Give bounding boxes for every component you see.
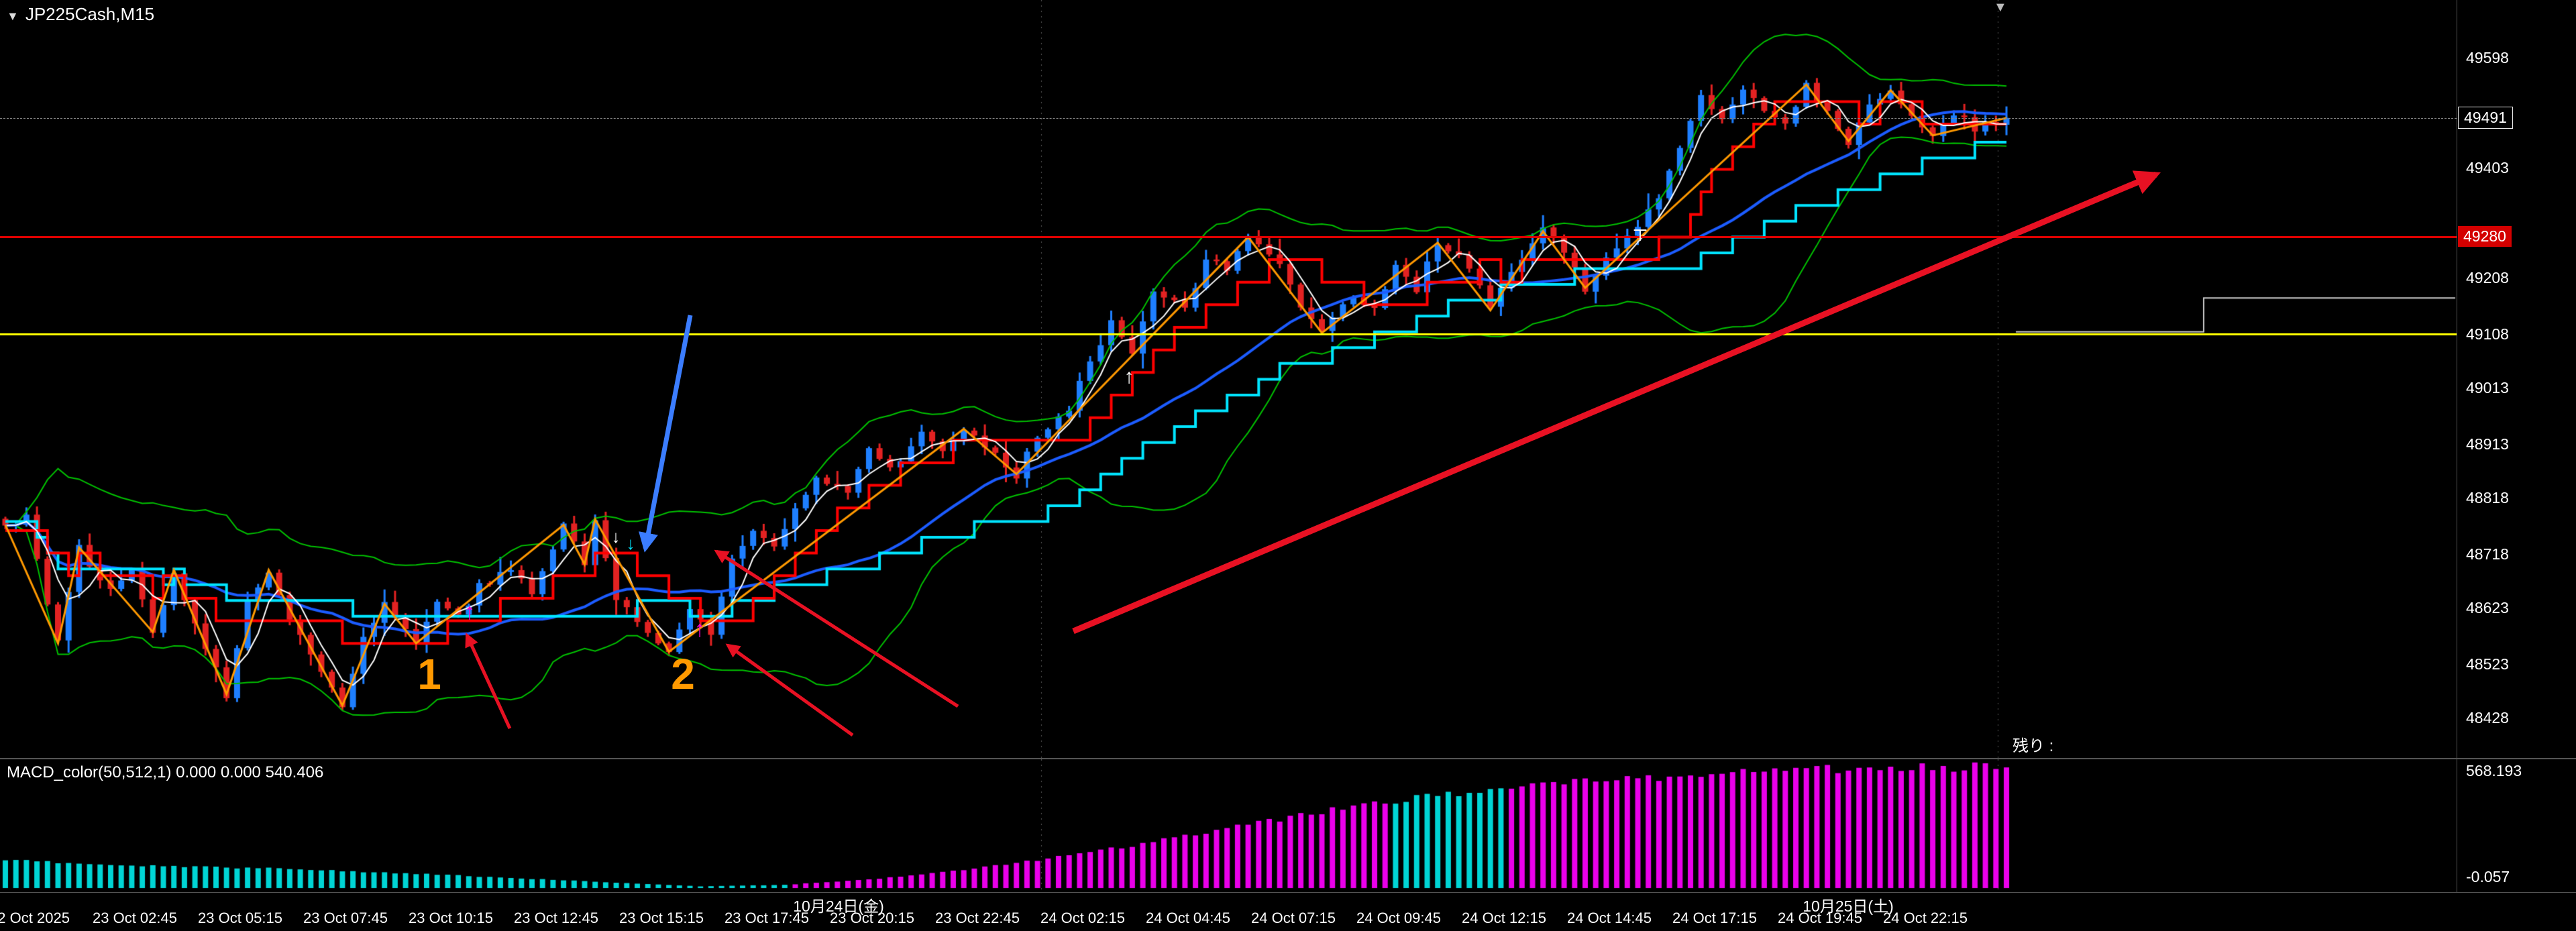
symbol-name: JP225Cash,M15: [25, 4, 155, 24]
remaining-time-label: 残り :: [2012, 737, 2054, 755]
red-line-price-tag: 49280: [2458, 226, 2512, 248]
price-axis-label: 48913: [2466, 435, 2509, 453]
time-axis-label[interactable]: 24 Oct 07:15: [1251, 910, 1336, 926]
yellow-horizontal-line[interactable]: [0, 333, 2457, 335]
time-axis-label[interactable]: 24 Oct 17:15: [1672, 910, 1757, 926]
price-axis-label: 49598: [2466, 48, 2509, 66]
time-axis-label[interactable]: 23 Oct 10:15: [409, 910, 493, 926]
chart-shift-marker-icon[interactable]: ▼: [1994, 0, 2007, 15]
price-axis-label: 49108: [2466, 325, 2509, 343]
buy-signal-arrow-2[interactable]: ↑: [694, 616, 706, 642]
zigzag-label-1[interactable]: 1: [417, 650, 441, 698]
zigzag-label-2[interactable]: 2: [671, 650, 695, 698]
time-axis-label[interactable]: 23 Oct 12:45: [514, 910, 598, 926]
price-axis-label: 48818: [2466, 489, 2509, 507]
time-axis-label[interactable]: 23 Oct 15:15: [619, 910, 704, 926]
exit-arrow-white[interactable]: ↓: [611, 527, 621, 547]
day-separator-label: 10月25日(土): [1803, 897, 1894, 915]
time-axis-label[interactable]: 24 Oct 09:45: [1356, 910, 1441, 926]
price-axis-label: 49013: [2466, 379, 2509, 397]
price-axis-label: 48428: [2466, 709, 2509, 727]
red-horizontal-line[interactable]: [0, 235, 2457, 238]
chevron-down-icon[interactable]: ▼: [7, 9, 19, 23]
current-price-tag: 49491: [2458, 106, 2513, 129]
time-axis-label[interactable]: 24 Oct 02:15: [1040, 910, 1125, 926]
price-chart-canvas[interactable]: [0, 0, 2457, 758]
day-separator-label: 10月24日(金): [793, 897, 884, 915]
symbol-period-label: ▼ JP225Cash,M15: [7, 4, 154, 25]
pane-separator[interactable]: [0, 758, 2576, 759]
time-axis-label[interactable]: 24 Oct 04:45: [1146, 910, 1230, 926]
time-axis-separator: [0, 892, 2576, 893]
macd-scale-max-label: 568.193: [2466, 762, 2522, 779]
time-axis-label[interactable]: 23 Oct 17:45: [724, 910, 809, 926]
time-axis-label[interactable]: 23 Oct 05:15: [198, 910, 282, 926]
price-axis-label: 49403: [2466, 158, 2509, 176]
price-axis-label: 48523: [2466, 655, 2509, 673]
price-axis-label: 49208: [2466, 268, 2509, 286]
time-axis-label[interactable]: 24 Oct 12:15: [1462, 910, 1546, 926]
time-axis-label[interactable]: 24 Oct 19:45: [1778, 910, 1862, 926]
price-axis-label: 48718: [2466, 545, 2509, 563]
bid-price-line: [0, 117, 2457, 119]
trade-marker[interactable]: ┬: [1633, 219, 1647, 239]
buy-signal-arrow-3[interactable]: ↑: [1124, 366, 1134, 388]
time-axis-label[interactable]: 24 Oct 22:15: [1883, 910, 1968, 926]
macd-indicator-label: MACD_color(50,512,1) 0.000 0.000 540.406: [7, 763, 324, 781]
price-axis-label: 48623: [2466, 599, 2509, 617]
time-axis-label[interactable]: 22 Oct 2025: [0, 910, 70, 926]
macd-scale-min-label: -0.057: [2466, 868, 2510, 885]
time-axis-label[interactable]: 23 Oct 07:45: [303, 910, 388, 926]
time-axis-label[interactable]: 23 Oct 20:15: [830, 910, 914, 926]
exit-arrow-cyan[interactable]: ↓: [626, 533, 635, 553]
time-axis-label[interactable]: 23 Oct 02:45: [93, 910, 177, 926]
time-axis-label[interactable]: 23 Oct 22:45: [935, 910, 1020, 926]
macd-indicator-canvas[interactable]: [0, 759, 2457, 891]
buy-signal-arrow-1[interactable]: ↑: [464, 599, 476, 624]
time-axis-label[interactable]: 24 Oct 14:45: [1567, 910, 1652, 926]
